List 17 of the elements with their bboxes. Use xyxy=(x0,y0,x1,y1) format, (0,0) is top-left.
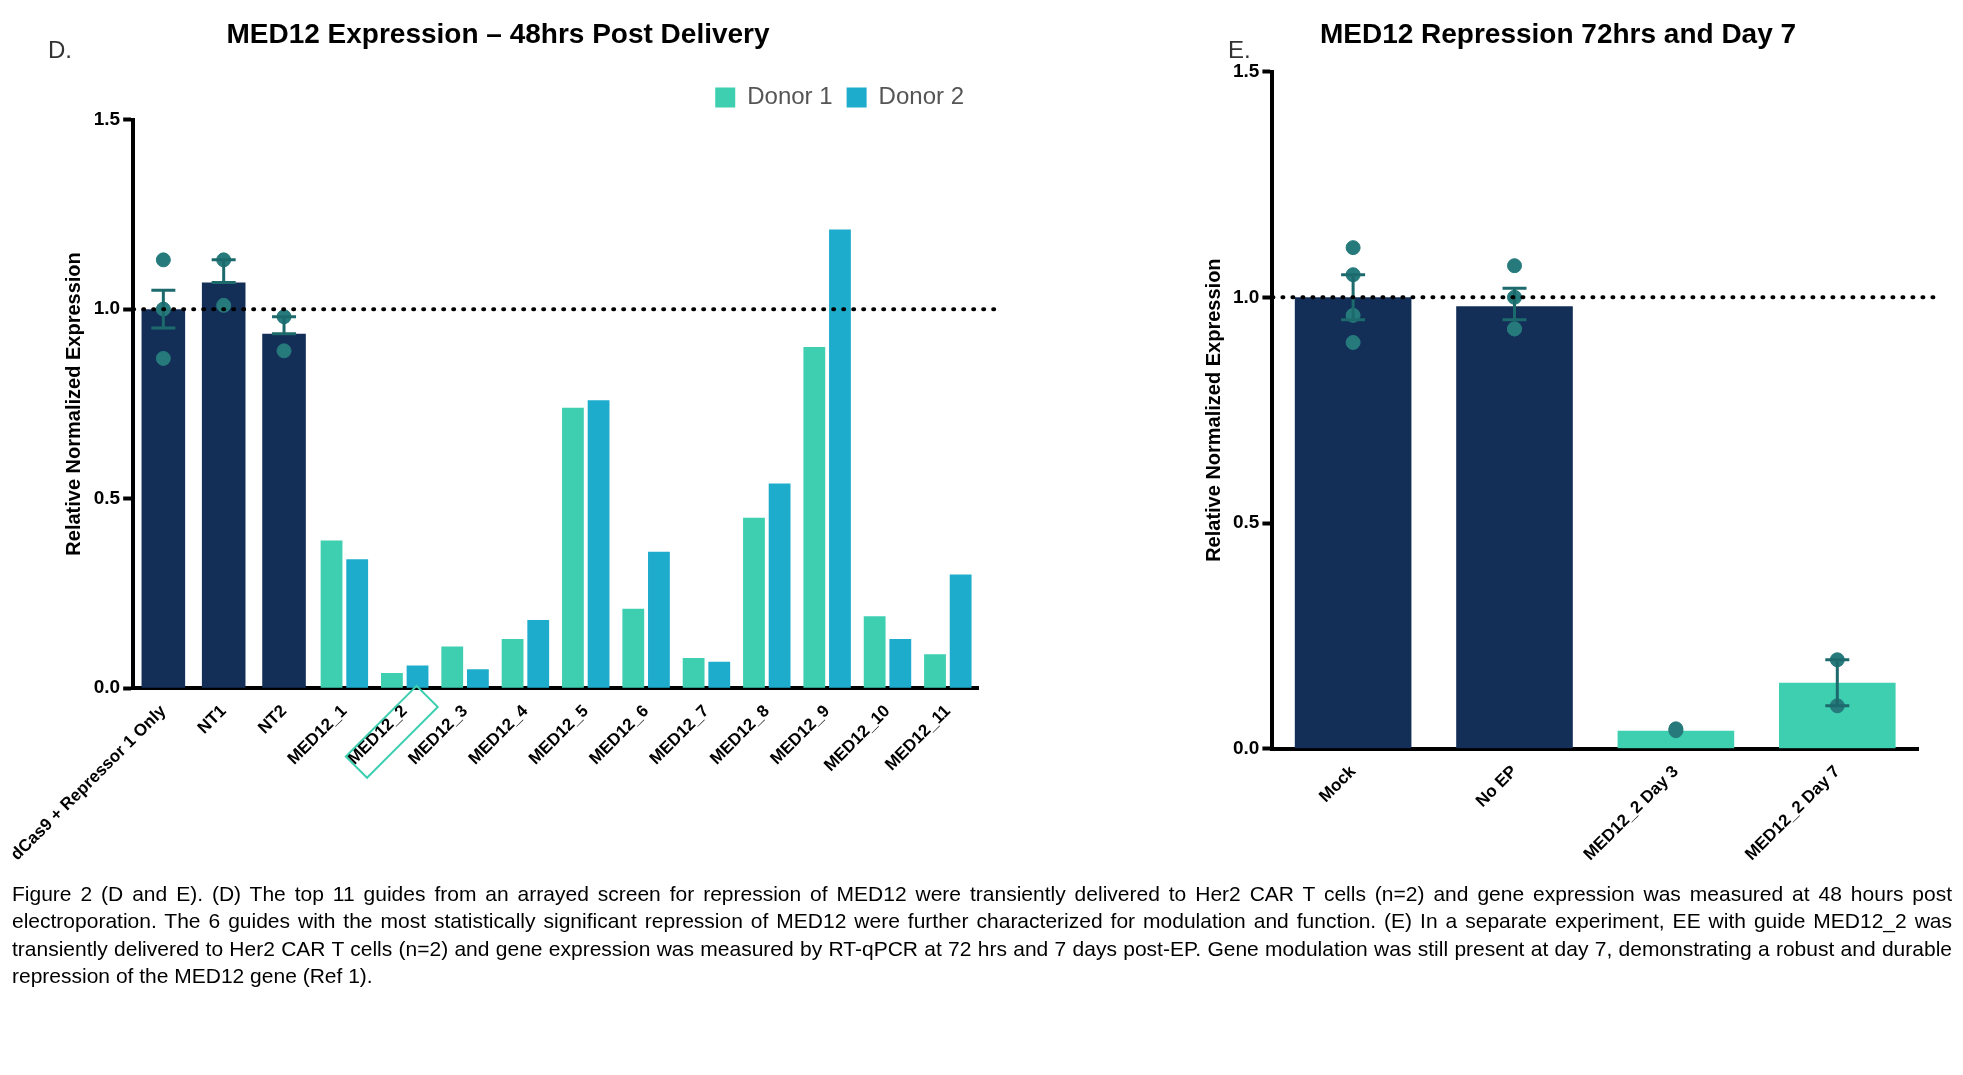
y-tick-label: 1.5 xyxy=(93,107,121,129)
caption: Figure 2 (D and E). (D) The top 11 guides from an arrayed screen for repression of MED12 were transiently delivered to Her2 CAR T cells (n=2) and gene expression was measured at 48 hours post electroporation. The 6 guides with the most statistically significant repression of MED12 were further characterized for modulation and function. (E) In a separate experiment, EE with guide MED12_2 was transiently delivered to Her2 CAR T cells (n=2) and gene expression was measured by RT-qPCR at 72 hrs and 7 days post-EP. Gene modulation was still present at day 7, demonstrating a robust and durable repression of the MED12 gene (Ref 1). xyxy=(12,881,1952,989)
text: D. xyxy=(48,36,72,64)
chart-title: MED12 Repression 72hrs and Day 7 xyxy=(1319,17,1797,49)
y-tick-label: 0.5 xyxy=(93,486,121,508)
chart-title: MED12 Expression – 48hrs Post Delivery xyxy=(226,17,770,49)
x-tick-label: NT1 xyxy=(193,701,230,738)
y-tick-label: 0.5 xyxy=(1232,511,1260,533)
legend-label: Donor 1 xyxy=(747,82,833,110)
y-tick-label: 0.0 xyxy=(1232,736,1260,758)
y-tick-label: 0.0 xyxy=(93,676,121,698)
legend-label: Donor 2 xyxy=(878,82,965,110)
y-tick-label: 1.0 xyxy=(93,297,121,319)
x-tick-label: No EP xyxy=(1471,761,1521,811)
y-axis-title: Relative Normalized Expression xyxy=(1201,258,1224,562)
y-tick-label: 1.0 xyxy=(1232,285,1260,307)
y-axis-title: Relative Normalized Expression xyxy=(62,252,85,556)
